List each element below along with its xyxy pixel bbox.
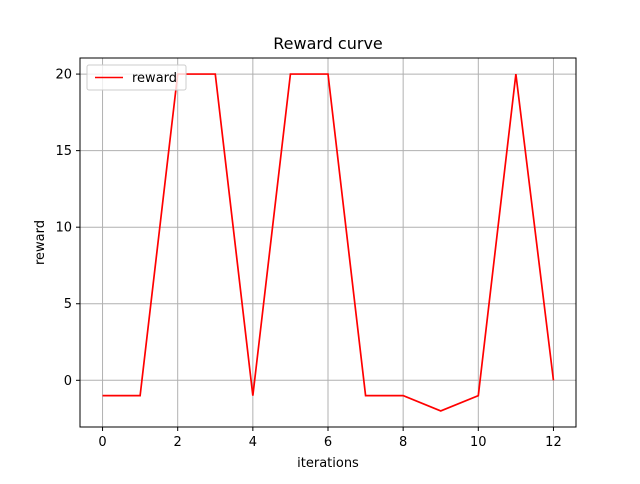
x-tick-label: 8 (399, 435, 407, 450)
y-tick-label: 0 (64, 374, 72, 389)
axis-ticks: 0 2 4 6 8 10 12 0 5 10 15 20 (55, 68, 561, 450)
legend: reward (86, 64, 187, 91)
y-tick-label: 5 (64, 297, 72, 312)
y-axis-label: reward (33, 220, 48, 265)
chart-title: Reward curve (273, 34, 383, 53)
legend-label-reward: reward (132, 71, 177, 86)
x-tick-label: 4 (249, 435, 257, 450)
grid-lines (80, 58, 576, 427)
x-tick-label: 10 (470, 435, 487, 450)
x-tick-label: 2 (174, 435, 182, 450)
x-axis-label: iterations (297, 456, 359, 471)
legend-box (86, 64, 187, 91)
x-tick-label: 0 (98, 435, 106, 450)
x-tick-label: 12 (545, 435, 562, 450)
y-tick-label: 15 (55, 144, 72, 159)
x-tick-label: 6 (324, 435, 332, 450)
y-tick-label: 10 (55, 221, 72, 236)
y-tick-label: 20 (55, 68, 72, 83)
